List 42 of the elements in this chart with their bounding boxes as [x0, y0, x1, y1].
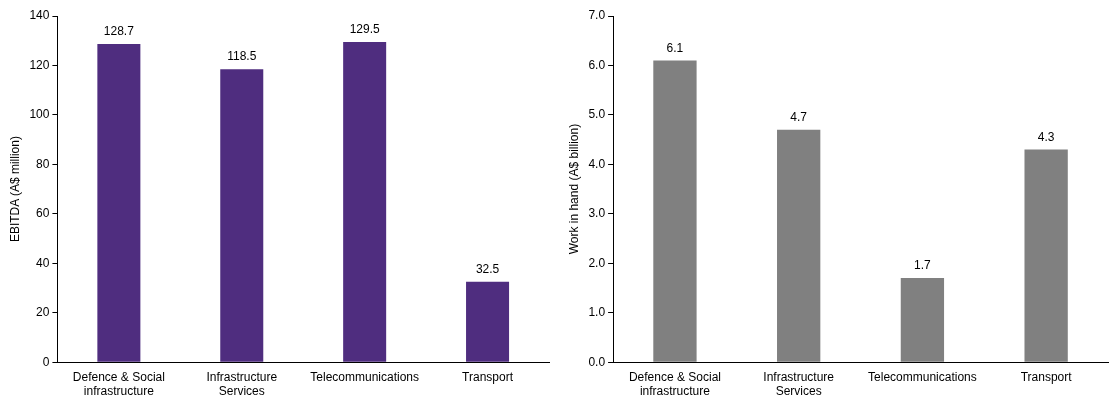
x-tick-label: Infrastructure Services: [763, 369, 835, 399]
bar: [900, 278, 945, 362]
x-tick-label: Defence & Social infrastructure: [72, 369, 165, 399]
y-tick-label: 5.0: [588, 107, 606, 122]
x-tick-label: Defence & Social infrastructure: [628, 369, 721, 399]
y-tick-label: 140: [29, 8, 50, 23]
y-tick-label: 0.0: [588, 354, 606, 369]
data-label: 4.7: [790, 110, 808, 125]
y-axis-title: Work in hand (A$ billion): [566, 123, 581, 255]
data-label: 1.7: [914, 258, 932, 273]
y-tick-label: 6.0: [588, 57, 606, 72]
y-tick-label: 2.0: [588, 255, 606, 270]
y-tick-label: 100: [29, 107, 50, 122]
y-tick-label: 20: [36, 305, 50, 320]
bar: [97, 43, 141, 362]
x-tick-label: Telecommunications: [868, 369, 977, 384]
y-tick-label: 7.0: [588, 8, 606, 23]
bar: [653, 60, 697, 362]
data-label: 129.5: [349, 22, 380, 37]
x-tick-label: Transport: [1020, 369, 1073, 384]
data-label: 128.7: [103, 24, 135, 39]
bar: [343, 41, 387, 362]
x-tick-label: Telecommunications: [310, 369, 420, 384]
y-tick-label: 60: [36, 206, 50, 221]
bar: [466, 281, 510, 362]
data-label: 118.5: [227, 49, 257, 64]
y-tick-label: 1.0: [588, 305, 606, 320]
data-label: 4.3: [1037, 129, 1055, 144]
bar: [220, 69, 264, 362]
data-label: 32.5: [475, 262, 500, 277]
y-tick-label: 3.0: [588, 206, 606, 221]
y-tick-label: 0: [42, 354, 50, 369]
y-tick-label: 80: [36, 156, 50, 171]
y-axis-title: EBITDA (A$ million): [7, 136, 22, 243]
y-tick-label: 120: [29, 57, 50, 72]
y-tick-label: 40: [36, 255, 50, 270]
data-label: 6.1: [666, 40, 684, 55]
x-tick-label: Infrastructure Services: [206, 369, 278, 399]
y-tick-label: 4.0: [588, 156, 606, 171]
bar: [777, 129, 821, 362]
bar: [1024, 149, 1068, 362]
x-tick-label: Transport: [462, 369, 514, 384]
